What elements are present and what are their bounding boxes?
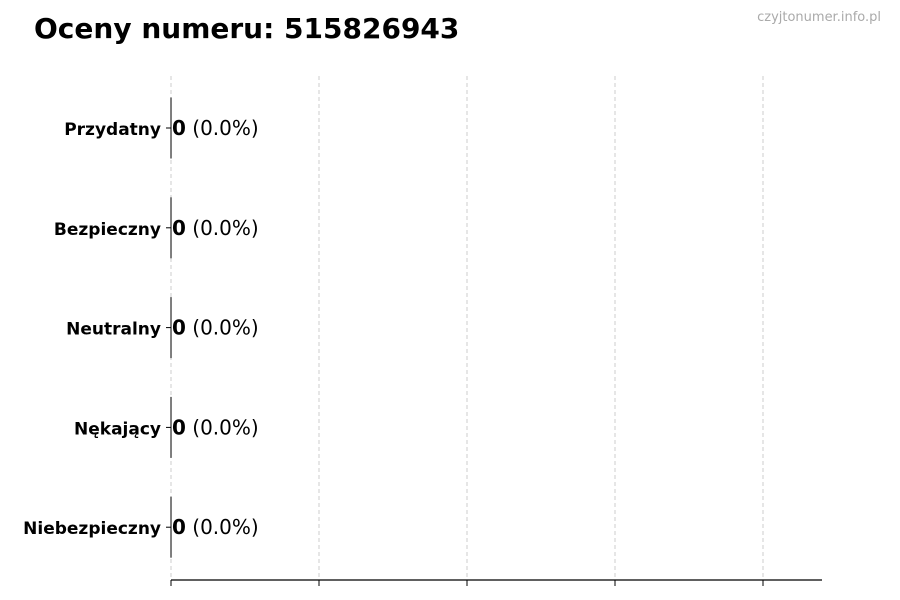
- data-label: 0 (0.0%): [172, 216, 259, 240]
- data-label-percent: (0.0%): [186, 216, 259, 240]
- data-label: 0 (0.0%): [172, 515, 259, 539]
- category-label: Bezpieczny: [54, 220, 161, 240]
- category-label: Nękający: [74, 419, 161, 439]
- data-label-percent: (0.0%): [186, 515, 259, 539]
- data-label-count: 0: [172, 316, 186, 340]
- data-label-count: 0: [172, 515, 186, 539]
- data-label: 0 (0.0%): [172, 116, 259, 140]
- chart-title: Oceny numeru: 515826943: [34, 12, 460, 45]
- data-label-count: 0: [172, 116, 186, 140]
- data-label-percent: (0.0%): [186, 316, 259, 340]
- data-label-count: 0: [172, 415, 186, 439]
- category-label: Przydatny: [64, 120, 161, 140]
- data-label-percent: (0.0%): [186, 116, 259, 140]
- data-label: 0 (0.0%): [172, 415, 259, 439]
- data-label: 0 (0.0%): [172, 316, 259, 340]
- data-label-percent: (0.0%): [186, 415, 259, 439]
- category-label: Neutralny: [66, 320, 161, 340]
- watermark: czyjtonumer.info.pl: [757, 10, 881, 25]
- data-label-count: 0: [172, 216, 186, 240]
- category-label: Niebezpieczny: [23, 519, 161, 539]
